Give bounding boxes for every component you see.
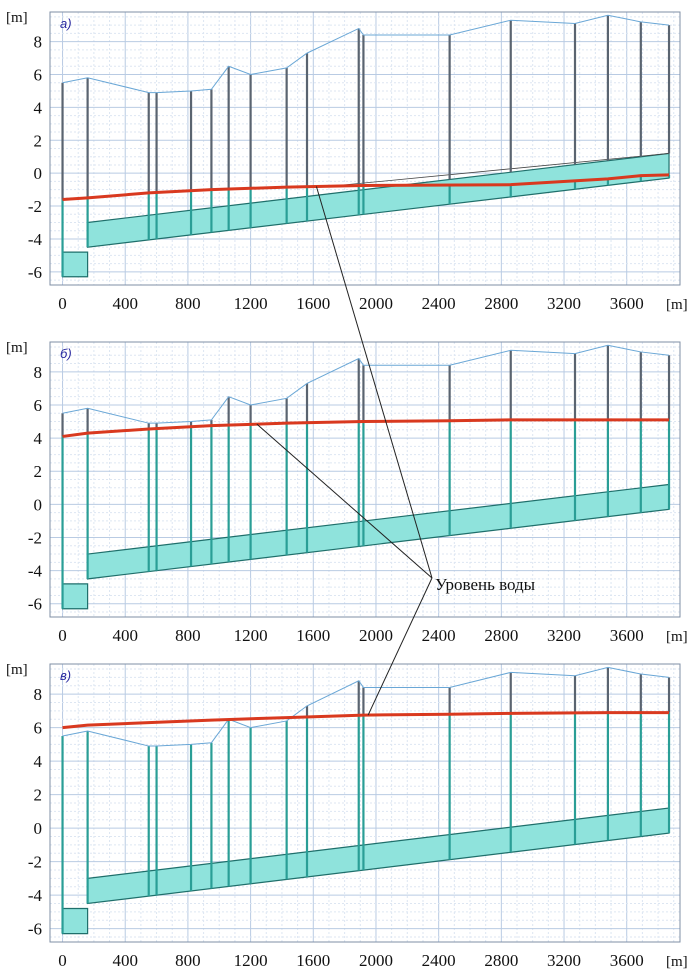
y-tick-label: 8 <box>34 33 43 52</box>
x-tick-label: 3600 <box>610 626 644 645</box>
y-tick-label: 0 <box>34 819 43 838</box>
y-tick-label: -4 <box>28 230 43 249</box>
annotation-leader <box>315 186 433 579</box>
x-tick-label: 2400 <box>422 951 456 970</box>
x-tick-label: 0 <box>58 626 67 645</box>
x-tick-label: 2400 <box>422 294 456 313</box>
x-tick-label: 400 <box>112 626 138 645</box>
plot-frame <box>49 663 681 943</box>
x-tick-label: 1200 <box>234 294 268 313</box>
y-axis-unit: [m] <box>6 340 28 356</box>
x-tick-label: 0 <box>58 951 67 970</box>
plot-area <box>50 342 680 617</box>
y-axis-unit: [m] <box>6 662 28 678</box>
y-tick-label: 8 <box>34 685 43 704</box>
y-tick-label: 4 <box>34 752 43 771</box>
panel-label: б) <box>60 346 72 361</box>
y-tick-label: 8 <box>34 363 43 382</box>
x-tick-label: 3600 <box>610 951 644 970</box>
x-tick-label: 1600 <box>296 626 330 645</box>
x-tick-label: 800 <box>175 626 201 645</box>
x-tick-label: 800 <box>175 294 201 313</box>
x-tick-label: 3200 <box>547 951 581 970</box>
x-tick-label: 2000 <box>359 626 393 645</box>
y-tick-label: -2 <box>28 197 42 216</box>
x-axis-unit: [m] <box>666 629 688 645</box>
riverbed-segment <box>61 907 89 935</box>
x-tick-label: 2800 <box>484 626 518 645</box>
x-tick-label: 1200 <box>234 951 268 970</box>
x-tick-label: 1600 <box>296 294 330 313</box>
x-tick-label: 2800 <box>484 294 518 313</box>
water-level-line <box>62 173 670 201</box>
x-tick-label: 1600 <box>296 951 330 970</box>
water-level-line <box>62 418 670 438</box>
y-tick-label: 6 <box>34 396 43 415</box>
plot-area <box>50 664 680 942</box>
annotation-leader <box>256 423 433 579</box>
chart-panel-3: 0 400 800 1200 1600 2000 2400 2800 3200 3600 -6 -4 -… <box>6 662 688 970</box>
water-level-line <box>62 711 670 730</box>
y-tick-label: -4 <box>28 886 43 905</box>
annotation-layer: Уровень воды <box>256 186 536 716</box>
chart-panel-1: 0 400 800 1200 1600 2000 2400 2800 3200 3600 -6 -4 -… <box>6 10 688 313</box>
y-tick-label: 4 <box>34 98 43 117</box>
x-tick-label: 2800 <box>484 951 518 970</box>
y-tick-label: 4 <box>34 429 43 448</box>
riverbed-segment <box>61 251 89 278</box>
riverbed-segment <box>61 583 89 610</box>
y-axis-unit: [m] <box>6 10 28 26</box>
plot-frame <box>49 11 681 286</box>
y-tick-label: 0 <box>34 164 43 183</box>
x-tick-label: 800 <box>175 951 201 970</box>
y-tick-label: -6 <box>28 263 42 282</box>
x-tick-label: 3200 <box>547 626 581 645</box>
x-tick-label: 2000 <box>359 951 393 970</box>
terrain-line <box>62 14 670 94</box>
panel-label: а) <box>60 16 72 31</box>
y-tick-label: 2 <box>34 131 43 150</box>
y-tick-label: -6 <box>28 920 42 939</box>
y-tick-label: 2 <box>34 786 43 805</box>
x-tick-label: 400 <box>112 951 138 970</box>
water-level-annotation: Уровень воды <box>435 575 536 594</box>
x-tick-label: 3200 <box>547 294 581 313</box>
x-tick-label: 3600 <box>610 294 644 313</box>
y-tick-label: -4 <box>28 562 43 581</box>
plot-frame <box>49 341 681 618</box>
terrain-line <box>62 666 670 747</box>
terrain-line <box>62 344 670 424</box>
x-axis-unit: [m] <box>666 954 688 970</box>
bank-line <box>321 153 670 188</box>
x-tick-label: 0 <box>58 294 67 313</box>
x-tick-label: 1200 <box>234 626 268 645</box>
x-tick-label: 2400 <box>422 626 456 645</box>
annotation-leader <box>367 577 433 716</box>
plot-area <box>50 12 680 285</box>
x-tick-label: 400 <box>112 294 138 313</box>
chart-panel-2: 0 400 800 1200 1600 2000 2400 2800 3200 3600 -6 -4 -… <box>6 340 688 645</box>
y-tick-label: -2 <box>28 528 42 547</box>
y-tick-label: 2 <box>34 462 43 481</box>
y-tick-label: -2 <box>28 853 42 872</box>
y-tick-label: 6 <box>34 719 43 738</box>
y-tick-label: 0 <box>34 495 43 514</box>
x-axis-unit: [m] <box>666 297 688 313</box>
y-tick-label: 6 <box>34 65 43 84</box>
y-tick-label: -6 <box>28 595 42 614</box>
panel-label: в) <box>60 668 71 683</box>
x-tick-label: 2000 <box>359 294 393 313</box>
